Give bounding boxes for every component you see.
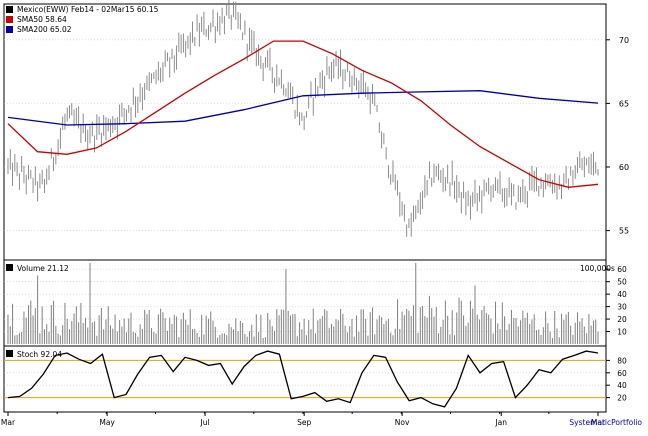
footer-credit: SystematicPortfolio (569, 418, 642, 427)
stoch-legend-swatch (6, 350, 13, 357)
x-tick-label: Jan (494, 418, 507, 427)
volume-legend-swatch (6, 264, 13, 271)
volume-ytick-label: 60 (617, 265, 627, 274)
stoch-panel-frame (3, 345, 607, 413)
legend-entry: SMA200 65.02 (17, 25, 72, 34)
legend-swatch (6, 16, 13, 23)
volume-ytick-label: 30 (617, 303, 627, 312)
x-tick-label: Sep (297, 418, 311, 427)
volume-y-ticks: 10 20 30 40 50 60 (606, 265, 627, 337)
volume-unit-label: 100,000s (580, 264, 615, 273)
stoch-panel: 20 40 60 80 Stoch 92.04 (3, 345, 627, 413)
x-axis: Mar May Jul Sep Nov Jan Mar (1, 411, 606, 427)
legend-swatch (6, 26, 13, 33)
stoch-ytick-label: 80 (617, 356, 627, 365)
price-grid (4, 39, 606, 231)
volume-bars (7, 263, 599, 344)
stoch-y-ticks: 20 40 60 80 (606, 356, 627, 403)
legend-entry: SMA50 58.64 (17, 15, 67, 24)
price-ytick-label: 60 (619, 163, 629, 172)
volume-ytick-label: 10 (617, 328, 627, 337)
legend-entry: Mexico(EWW) Feb14 - 02Mar15 60.15 (17, 5, 159, 14)
price-panel: 55 60 65 70 Mexico(EWW) Feb14 - 02Mar15 60.… (3, 0, 629, 261)
sma200-line (7, 90, 599, 126)
stoch-title: Stoch 92.04 (17, 350, 62, 359)
price-panel-frame (3, 3, 607, 261)
volume-ytick-label: 40 (617, 290, 627, 299)
volume-panel: 10 20 30 40 50 60 Volume 21.12 100,000s (3, 259, 627, 347)
stoch-ytick-label: 60 (617, 369, 627, 378)
price-bars (7, 0, 599, 237)
x-tick-label: Mar (1, 418, 16, 427)
volume-grid (4, 268, 606, 332)
price-ytick-label: 70 (619, 36, 629, 45)
stoch-ytick-label: 40 (617, 381, 627, 390)
x-tick-label: Jul (200, 418, 210, 427)
volume-title: Volume 21.12 (17, 264, 69, 273)
price-ytick-label: 55 (619, 227, 629, 236)
price-y-ticks: 55 60 65 70 (606, 36, 629, 236)
volume-ytick-label: 50 (617, 278, 627, 287)
x-tick-label: Nov (395, 418, 410, 427)
x-tick-label: Mar (591, 418, 606, 427)
stoch-line (7, 350, 599, 408)
volume-ytick-label: 20 (617, 315, 627, 324)
legend-swatch (6, 6, 13, 13)
x-tick-label: May (99, 418, 115, 427)
sma50-line (7, 40, 599, 188)
price-ytick-label: 65 (619, 99, 629, 108)
stoch-ytick-label: 20 (617, 394, 627, 403)
